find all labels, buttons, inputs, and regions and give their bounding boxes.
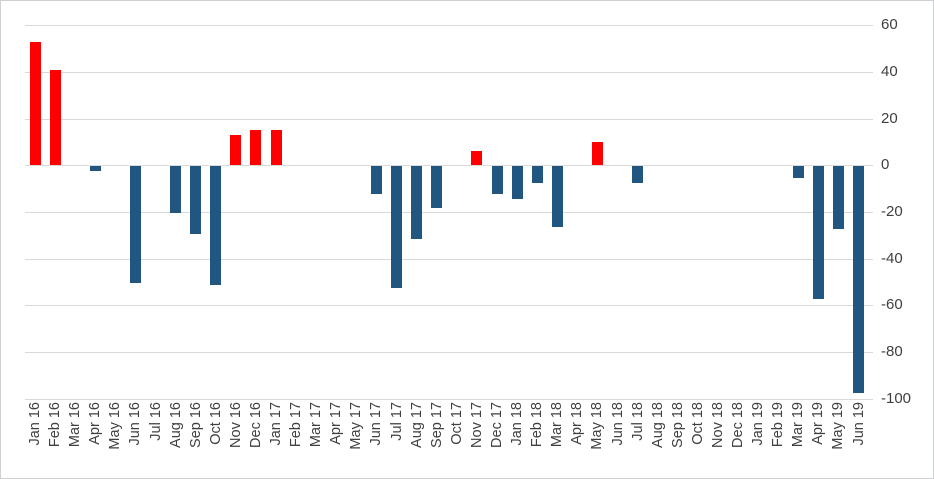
- gridline: [25, 212, 873, 213]
- x-tick-label: Jun 16: [127, 402, 144, 446]
- x-tick-label: Nov 16: [227, 402, 244, 448]
- x-tick-label: Aug 17: [408, 402, 425, 448]
- x-tick-label: Aug 16: [167, 402, 184, 448]
- bar-aug-16: [170, 166, 182, 214]
- y-tick-label: -20: [881, 203, 903, 220]
- x-tick-label: Sep 16: [187, 402, 204, 448]
- bar-may-19: [832, 166, 844, 230]
- x-tick-label: Apr 16: [87, 402, 104, 445]
- bar-sep-16: [190, 166, 202, 235]
- x-tick-label: Jul 17: [388, 402, 405, 441]
- bar-nov-17: [471, 151, 483, 166]
- x-tick-label: May 18: [589, 402, 606, 450]
- bar-sep-17: [431, 166, 443, 209]
- x-tick-label: Apr 17: [328, 402, 345, 445]
- bar-jan-18: [511, 166, 523, 200]
- bar-jun-17: [370, 166, 382, 195]
- x-tick-label: Jun 18: [609, 402, 626, 446]
- gridline: [25, 259, 873, 260]
- x-tick-label: Feb 16: [47, 402, 64, 448]
- gridline: [25, 399, 873, 400]
- gridline: [25, 305, 873, 306]
- x-tick-label: Sep 17: [428, 402, 445, 448]
- y-tick-label: 0: [881, 156, 890, 173]
- bar-aug-17: [411, 166, 423, 239]
- y-tick-label: 60: [881, 16, 898, 33]
- x-tick-label: Jun 17: [368, 402, 385, 446]
- x-tick-label: Sep 18: [669, 402, 686, 448]
- bar-apr-16: [89, 166, 101, 172]
- y-tick-label: -100: [881, 390, 912, 407]
- x-tick-label: Nov 18: [709, 402, 726, 448]
- bar-jul-18: [632, 166, 644, 183]
- gridline: [25, 165, 873, 166]
- bar-may-18: [591, 142, 603, 166]
- y-tick-label: -60: [881, 296, 903, 313]
- x-tick-label: Feb 19: [770, 402, 787, 448]
- bar-mar-18: [551, 166, 563, 228]
- x-tick-label: May 16: [107, 402, 124, 450]
- x-tick-label: Jun 19: [850, 402, 867, 446]
- x-tick-label: Nov 17: [468, 402, 485, 448]
- x-tick-label: Aug 18: [649, 402, 666, 448]
- x-tick-label: Oct 17: [448, 402, 465, 445]
- x-tick-label: Dec 18: [730, 402, 746, 448]
- gridline: [25, 25, 873, 26]
- x-tick-label: Jul 16: [147, 402, 164, 441]
- x-tick-label: Jan 18: [509, 402, 525, 446]
- x-tick-label: May 19: [830, 402, 847, 450]
- y-tick-label: 20: [881, 110, 898, 127]
- y-tick-label: -40: [881, 250, 903, 267]
- bar-feb-16: [49, 69, 61, 166]
- x-tick-label: Apr 19: [810, 402, 827, 445]
- bar-jun-19: [853, 166, 864, 393]
- x-tick-label: Mar 16: [67, 402, 84, 448]
- bar-jan-16: [29, 41, 41, 166]
- x-tick-label: Jan 17: [268, 402, 284, 446]
- bar-jan-17: [270, 130, 282, 166]
- gridline: [25, 72, 873, 73]
- x-tick-label: Dec 16: [247, 402, 264, 448]
- x-tick-label: Mar 18: [549, 402, 566, 448]
- x-tick-label: Mar 19: [790, 402, 807, 448]
- bar-jul-17: [391, 166, 402, 288]
- bar-nov-16: [230, 135, 242, 166]
- y-tick-label: -80: [881, 343, 903, 360]
- x-tick-label: Dec 17: [489, 402, 505, 448]
- x-tick-label: Mar 17: [308, 402, 325, 448]
- x-tick-label: Feb 18: [529, 402, 546, 448]
- x-tick-label: Jan 16: [27, 402, 43, 446]
- bar-jun-16: [129, 166, 141, 284]
- bar-feb-18: [531, 166, 543, 183]
- x-tick-label: Oct 16: [207, 402, 224, 445]
- gridline: [25, 119, 873, 120]
- x-tick-label: Apr 18: [569, 402, 586, 445]
- bar-dec-17: [491, 166, 503, 195]
- x-tick-label: Oct 18: [689, 402, 706, 445]
- x-tick-label: Jan 19: [750, 402, 767, 446]
- bar-apr-19: [812, 166, 824, 300]
- gridline: [25, 352, 873, 353]
- bar-oct-16: [210, 166, 222, 286]
- x-tick-label: Feb 17: [288, 402, 305, 448]
- bar-dec-16: [250, 130, 262, 166]
- x-tick-label: May 17: [348, 402, 365, 450]
- bar-mar-19: [792, 166, 804, 179]
- y-tick-label: 40: [881, 63, 898, 80]
- x-tick-label: Jul 18: [629, 402, 646, 441]
